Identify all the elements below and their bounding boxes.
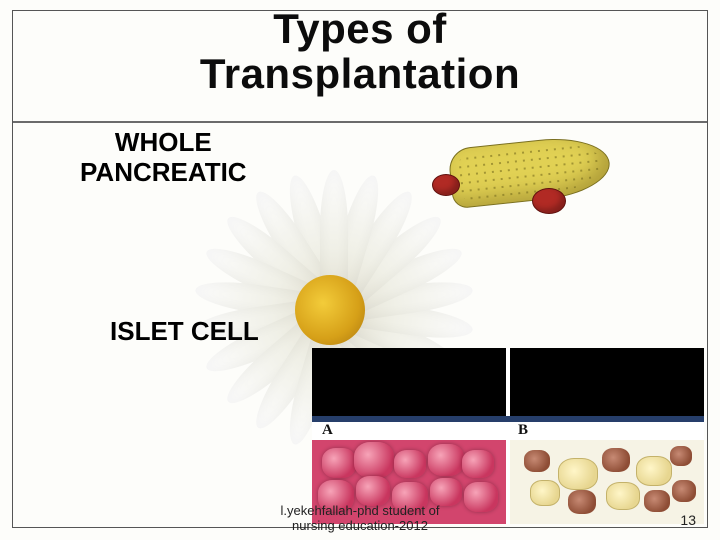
islet-label-a: A [312,422,508,440]
title-text: Types ofTransplantation [200,5,520,97]
footer-line-1: l.yekehfallah-phd student of [281,503,440,518]
pancreas-body [447,133,612,209]
type-islet-cell: ISLET CELL [110,316,259,347]
islet-upper-panel-b [510,348,704,416]
islet-figure: A B [312,348,704,524]
footer-line-2: nursing education-2012 [292,518,428,533]
pancreas-vessel-1 [432,174,460,196]
pancreas-texture [455,140,605,201]
type2-text: ISLET CELL [110,316,259,346]
type-whole-pancreatic: WHOLEPANCREATIC [80,128,247,188]
type1-text: WHOLEPANCREATIC [80,127,247,187]
slide-title: Types ofTransplantation [0,6,720,97]
pancreas-graphic [430,126,620,231]
islet-label-row: A B [312,422,704,440]
pancreas-vessel-2 [532,188,566,214]
islet-label-b: B [508,422,704,440]
slide-footer: l.yekehfallah-phd student of nursing edu… [0,503,720,534]
page-number: 13 [680,512,696,528]
islet-upper-panel-a [312,348,506,416]
title-underline [13,121,707,123]
